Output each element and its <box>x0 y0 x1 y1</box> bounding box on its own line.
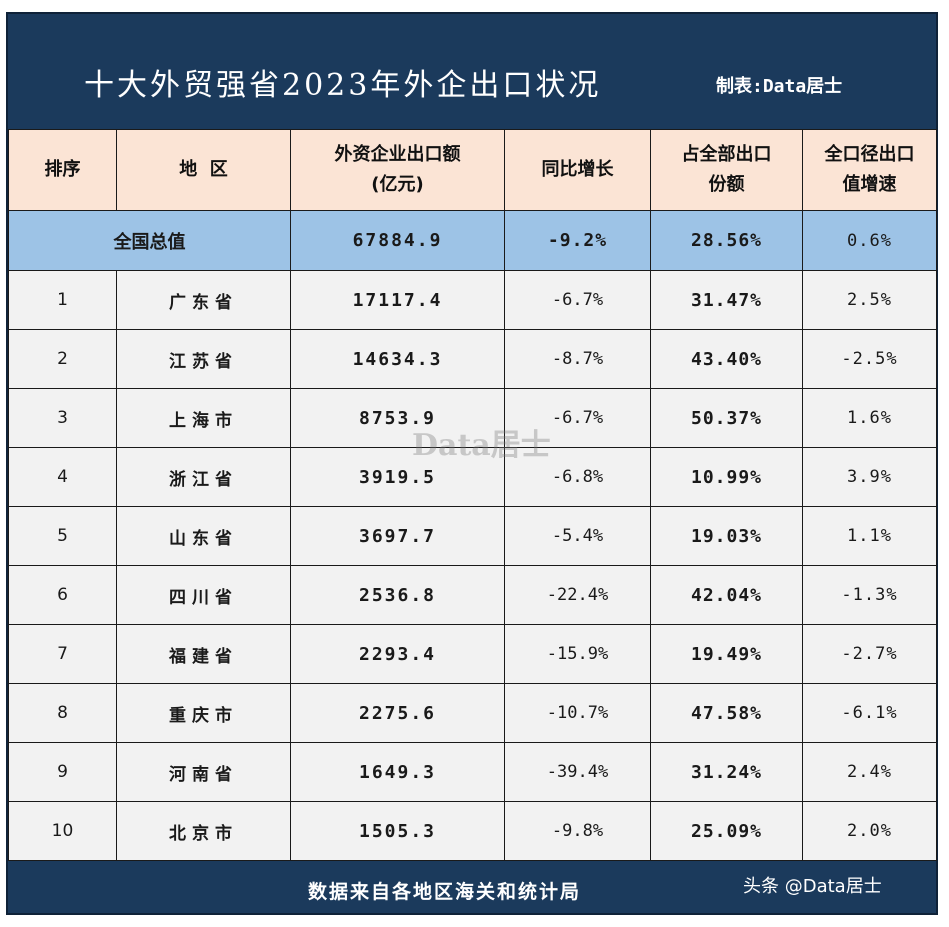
export-amount-cell: 2293.4 <box>290 624 505 684</box>
header-share: 占全部出口 份额 <box>650 129 803 211</box>
summary-yoy: -9.2% <box>504 210 651 271</box>
table-frame: 十大外贸强省2023年外企出口状况 制表:Data居士 排序 地 区 外资企业出… <box>6 12 938 915</box>
table-row: 2 江苏省 14634.3 -8.7% 43.40% -2.5% <box>8 329 937 389</box>
total-growth-cell: 2.0% <box>802 801 937 861</box>
export-amount-cell: 1649.3 <box>290 742 505 802</box>
region-cell: 福建省 <box>116 624 291 684</box>
table-row: 1 广东省 17117.4 -6.7% 31.47% 2.5% <box>8 270 937 330</box>
total-growth-cell: 1.1% <box>802 506 937 566</box>
header-total-growth-line1: 全口径出口 <box>824 144 915 165</box>
rank-cell: 9 <box>8 742 117 802</box>
total-growth-cell: 2.4% <box>802 742 937 802</box>
export-amount-cell: 17117.4 <box>290 270 505 330</box>
summary-total-growth: 0.6% <box>802 210 937 271</box>
share-cell: 47.58% <box>650 683 803 743</box>
total-growth-cell: 2.5% <box>802 270 937 330</box>
summary-label: 全国总值 <box>8 210 291 271</box>
header-share-line1: 占全部出口 <box>681 144 772 165</box>
header-row: 排序 地 区 外资企业出口额 (亿元) 同比增长 占全部出口 份额 全口径出口 … <box>8 129 937 211</box>
table-row: 5 山东省 3697.7 -5.4% 19.03% 1.1% <box>8 506 937 566</box>
rank-cell: 5 <box>8 506 117 566</box>
share-cell: 25.09% <box>650 801 803 861</box>
export-amount-cell: 2536.8 <box>290 565 505 625</box>
share-cell: 31.47% <box>650 270 803 330</box>
export-amount-cell: 2275.6 <box>290 683 505 743</box>
header-total-growth: 全口径出口 值增速 <box>802 129 937 211</box>
page-title: 十大外贸强省2023年外企出口状况 <box>84 68 602 103</box>
region-cell: 北京市 <box>116 801 291 861</box>
export-amount-cell: 14634.3 <box>290 329 505 389</box>
rank-cell: 10 <box>8 801 117 861</box>
total-growth-cell: -2.7% <box>802 624 937 684</box>
share-cell: 50.37% <box>650 388 803 448</box>
region-cell: 江苏省 <box>116 329 291 389</box>
header-share-line2: 份额 <box>708 174 745 195</box>
total-growth-cell: -2.5% <box>802 329 937 389</box>
summary-share: 28.56% <box>650 210 803 271</box>
rank-cell: 6 <box>8 565 117 625</box>
header-export-amount-line2: (亿元) <box>371 174 424 195</box>
table-row: 10 北京市 1505.3 -9.8% 25.09% 2.0% <box>8 801 937 861</box>
share-cell: 19.03% <box>650 506 803 566</box>
table-row: 9 河南省 1649.3 -39.4% 31.24% 2.4% <box>8 742 937 802</box>
share-cell: 19.49% <box>650 624 803 684</box>
yoy-cell: -8.7% <box>504 329 651 389</box>
summary-row: 全国总值 67884.9 -9.2% 28.56% 0.6% <box>8 210 937 271</box>
share-cell: 10.99% <box>650 447 803 507</box>
yoy-cell: -5.4% <box>504 506 651 566</box>
header-rank: 排序 <box>8 129 117 211</box>
total-growth-cell: 3.9% <box>802 447 937 507</box>
yoy-cell: -6.8% <box>504 447 651 507</box>
region-cell: 上海市 <box>116 388 291 448</box>
rank-cell: 2 <box>8 329 117 389</box>
yoy-cell: -6.7% <box>504 388 651 448</box>
region-cell: 四川省 <box>116 565 291 625</box>
maker-credit: 制表:Data居士 <box>716 76 843 97</box>
header-region: 地 区 <box>116 129 291 211</box>
export-amount-cell: 8753.9 <box>290 388 505 448</box>
export-amount-cell: 1505.3 <box>290 801 505 861</box>
share-cell: 43.40% <box>650 329 803 389</box>
export-amount-cell: 3919.5 <box>290 447 505 507</box>
region-cell: 山东省 <box>116 506 291 566</box>
yoy-cell: -6.7% <box>504 270 651 330</box>
table-row: 4 浙江省 3919.5 -6.8% 10.99% 3.9% <box>8 447 937 507</box>
total-growth-cell: -1.3% <box>802 565 937 625</box>
table-row: 7 福建省 2293.4 -15.9% 19.49% -2.7% <box>8 624 937 684</box>
table-row: 8 重庆市 2275.6 -10.7% 47.58% -6.1% <box>8 683 937 743</box>
total-growth-cell: -6.1% <box>802 683 937 743</box>
region-cell: 河南省 <box>116 742 291 802</box>
header-export-amount-line1: 外资企业出口额 <box>334 144 461 165</box>
header-total-growth-line2: 值增速 <box>842 174 897 195</box>
share-cell: 31.24% <box>650 742 803 802</box>
share-cell: 42.04% <box>650 565 803 625</box>
region-cell: 广东省 <box>116 270 291 330</box>
yoy-cell: -15.9% <box>504 624 651 684</box>
region-cell: 浙江省 <box>116 447 291 507</box>
yoy-cell: -39.4% <box>504 742 651 802</box>
yoy-cell: -22.4% <box>504 565 651 625</box>
footer-bar: 数据来自各地区海关和统计局 头条 @Data居士 <box>8 867 936 913</box>
title-bar: 十大外贸强省2023年外企出口状况 制表:Data居士 <box>8 14 936 129</box>
export-table: 排序 地 区 外资企业出口额 (亿元) 同比增长 占全部出口 份额 全口径出口 … <box>8 129 937 861</box>
summary-export-amount: 67884.9 <box>290 210 505 271</box>
table-row: 6 四川省 2536.8 -22.4% 42.04% -1.3% <box>8 565 937 625</box>
rank-cell: 4 <box>8 447 117 507</box>
header-export-amount: 外资企业出口额 (亿元) <box>290 129 505 211</box>
yoy-cell: -9.8% <box>504 801 651 861</box>
header-yoy: 同比增长 <box>504 129 651 211</box>
export-amount-cell: 3697.7 <box>290 506 505 566</box>
author-credit: 头条 @Data居士 <box>743 876 882 897</box>
rank-cell: 1 <box>8 270 117 330</box>
rank-cell: 3 <box>8 388 117 448</box>
data-source-note: 数据来自各地区海关和统计局 <box>308 881 582 903</box>
region-cell: 重庆市 <box>116 683 291 743</box>
rank-cell: 8 <box>8 683 117 743</box>
total-growth-cell: 1.6% <box>802 388 937 448</box>
rank-cell: 7 <box>8 624 117 684</box>
table-row: 3 上海市 8753.9 -6.7% 50.37% 1.6% <box>8 388 937 448</box>
yoy-cell: -10.7% <box>504 683 651 743</box>
